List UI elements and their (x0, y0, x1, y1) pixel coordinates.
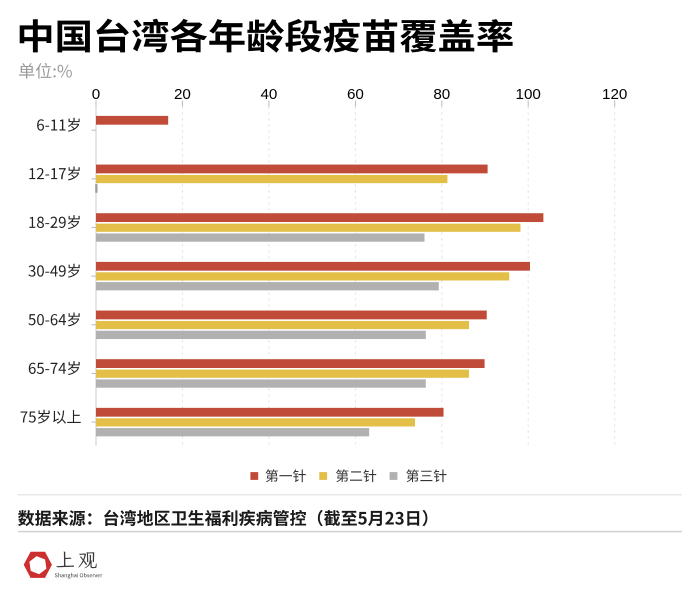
svg-text:120: 120 (602, 86, 627, 103)
svg-text:80: 80 (433, 86, 450, 103)
svg-text:20: 20 (174, 86, 191, 103)
svg-text:60: 60 (347, 86, 364, 103)
svg-text:40: 40 (260, 86, 277, 103)
svg-text:0: 0 (92, 86, 100, 103)
svg-text:100: 100 (516, 86, 541, 103)
